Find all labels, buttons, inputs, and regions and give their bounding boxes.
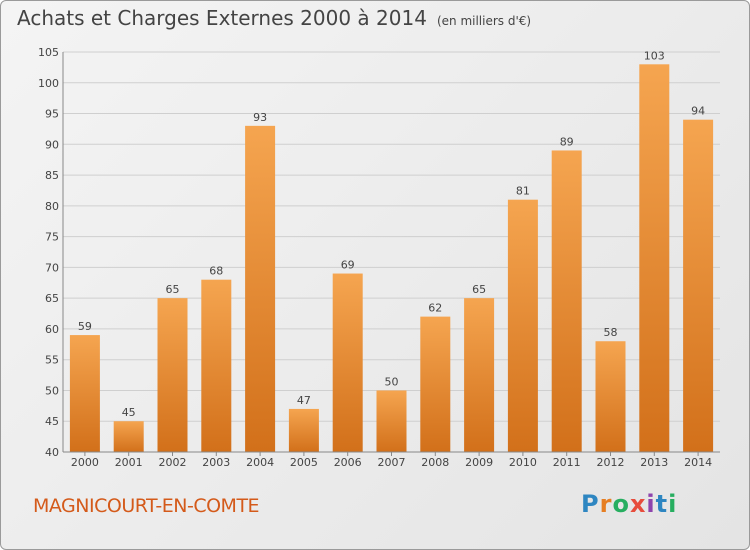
axes: 40 45 50 55 60 65 70 75 80 85 90 95 100 105 2000 2001 20… [38,46,720,469]
brand-letter: t [655,490,669,518]
bar [683,119,714,452]
y-tick-label: 55 [45,354,59,367]
bar [113,421,144,452]
y-tick-label: 85 [45,169,59,182]
data-label: 50 [385,375,399,388]
y-tick-label: 70 [45,261,59,274]
x-tick-label: 2007 [378,456,406,469]
x-tick-label: 2010 [509,456,537,469]
chart-unit: (en milliers d'€) [436,14,532,28]
bar [201,279,232,452]
data-label: 69 [341,259,355,272]
data-label: 94 [691,105,705,118]
brand-letter: x [629,490,647,518]
bar [639,64,670,453]
bar [420,316,451,452]
y-tick-label: 75 [45,231,59,244]
chart-title: Achats et Charges Externes 2000 à 2014 (e… [17,6,531,30]
bar [288,408,319,452]
chart-title-text: Achats et Charges Externes 2000 à 2014 [17,6,427,30]
x-tick-label: 2000 [71,456,99,469]
x-tick-label: 2001 [115,456,143,469]
data-label: 65 [166,283,180,296]
y-tick-label: 90 [45,138,59,151]
data-label: 65 [472,283,486,296]
x-tick-label: 2011 [553,456,581,469]
data-label: 59 [78,320,92,333]
bar [464,298,495,452]
value-labels: 59 45 65 68 93 47 69 50 62 65 81 89 58 103 94 [78,49,705,419]
brand-letter: o [612,490,630,518]
proxiti-logo: Proxiti [581,490,677,518]
y-tick-label: 65 [45,292,59,305]
data-label: 45 [122,406,136,419]
data-label: 103 [644,49,665,62]
data-label: 47 [297,394,311,407]
x-tick-label: 2002 [159,456,187,469]
x-tick-label: 2014 [684,456,712,469]
y-tick-label: 100 [38,77,59,90]
data-label: 58 [604,326,618,339]
y-tick-label: 105 [38,46,59,59]
brand-letter: i [668,490,678,518]
x-tick-label: 2006 [334,456,362,469]
bar [376,390,407,452]
y-tick-label: 45 [45,415,59,428]
x-tick-label: 2005 [290,456,318,469]
bar [595,341,626,452]
x-tick-label: 2009 [465,456,493,469]
data-label: 62 [428,302,442,315]
data-label: 81 [516,185,530,198]
town-name: MAGNICOURT-EN-COMTE [33,495,260,517]
x-tick-label: 2012 [597,456,625,469]
bar [551,150,582,452]
x-tick-label: 2004 [246,456,274,469]
bar [332,273,363,452]
y-tick-label: 50 [45,384,59,397]
bar [69,335,100,452]
y-tick-label: 80 [45,200,59,213]
bar [157,298,188,452]
bar [507,199,538,452]
data-label: 68 [209,265,223,278]
brand-letter: r [599,490,613,518]
y-tick-label: 60 [45,323,59,336]
x-tick-label: 2008 [421,456,449,469]
x-tick-label: 2003 [202,456,230,469]
y-tick-label: 95 [45,108,59,121]
brand-letter: P [581,490,600,518]
bars [69,64,714,453]
x-tick-label: 2013 [640,456,668,469]
bar [245,125,276,452]
y-tick-label: 40 [45,446,59,459]
brand-letter: i [646,490,656,518]
data-label: 89 [560,135,574,148]
data-label: 93 [253,111,267,124]
